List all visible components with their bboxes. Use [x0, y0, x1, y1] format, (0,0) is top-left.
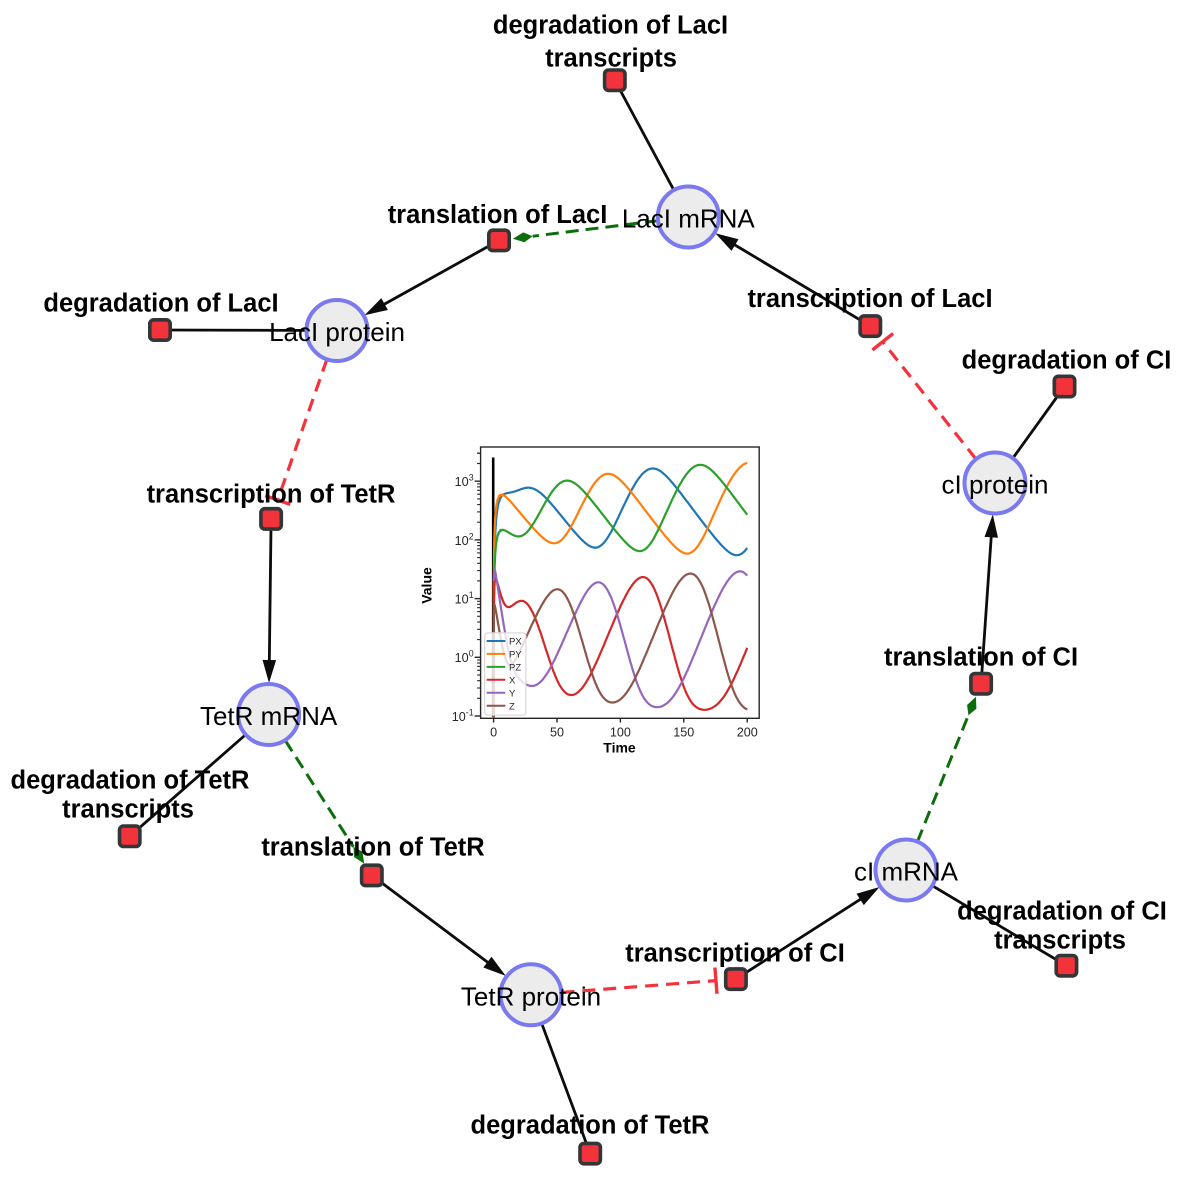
svg-text:transcripts: transcripts: [545, 45, 677, 73]
svg-text:50: 50: [550, 726, 564, 740]
svg-text:translation of LacI: translation of LacI: [388, 201, 608, 229]
svg-text:100: 100: [610, 726, 631, 740]
svg-text:transcription of LacI: transcription of LacI: [747, 285, 992, 313]
svg-text:LacI mRNA: LacI mRNA: [622, 204, 756, 234]
svg-text:Time: Time: [603, 740, 636, 756]
svg-text:transcription of CI: transcription of CI: [625, 940, 845, 968]
svg-text:X: X: [509, 675, 516, 686]
svg-text:degradation of CI: degradation of CI: [962, 347, 1172, 375]
svg-text:PZ: PZ: [509, 663, 521, 674]
svg-text:transcription of TetR: transcription of TetR: [147, 481, 396, 509]
svg-text:cI protein: cI protein: [942, 470, 1049, 500]
svg-text:cI mRNA: cI mRNA: [854, 857, 959, 887]
svg-text:translation of TetR: translation of TetR: [261, 834, 484, 862]
svg-text:transcripts: transcripts: [994, 927, 1126, 955]
svg-text:Value: Value: [419, 567, 435, 604]
svg-text:200: 200: [737, 726, 758, 740]
svg-text:TetR protein: TetR protein: [461, 981, 601, 1011]
svg-text:degradation of LacI: degradation of LacI: [493, 12, 728, 40]
svg-text:LacI protein: LacI protein: [269, 317, 405, 347]
svg-text:translation of CI: translation of CI: [884, 644, 1078, 672]
svg-text:0: 0: [490, 726, 497, 740]
svg-text:PY: PY: [509, 650, 522, 661]
svg-text:TetR mRNA: TetR mRNA: [200, 701, 338, 731]
svg-text:Z: Z: [509, 701, 515, 712]
svg-text:150: 150: [673, 726, 694, 740]
svg-text:transcripts: transcripts: [62, 796, 194, 824]
svg-text:degradation of TetR: degradation of TetR: [471, 1112, 710, 1140]
svg-text:degradation of TetR: degradation of TetR: [11, 767, 250, 795]
svg-text:Y: Y: [509, 688, 516, 699]
svg-text:degradation of CI: degradation of CI: [957, 898, 1167, 926]
svg-text:degradation of LacI: degradation of LacI: [43, 290, 278, 318]
svg-text:PX: PX: [509, 637, 522, 648]
